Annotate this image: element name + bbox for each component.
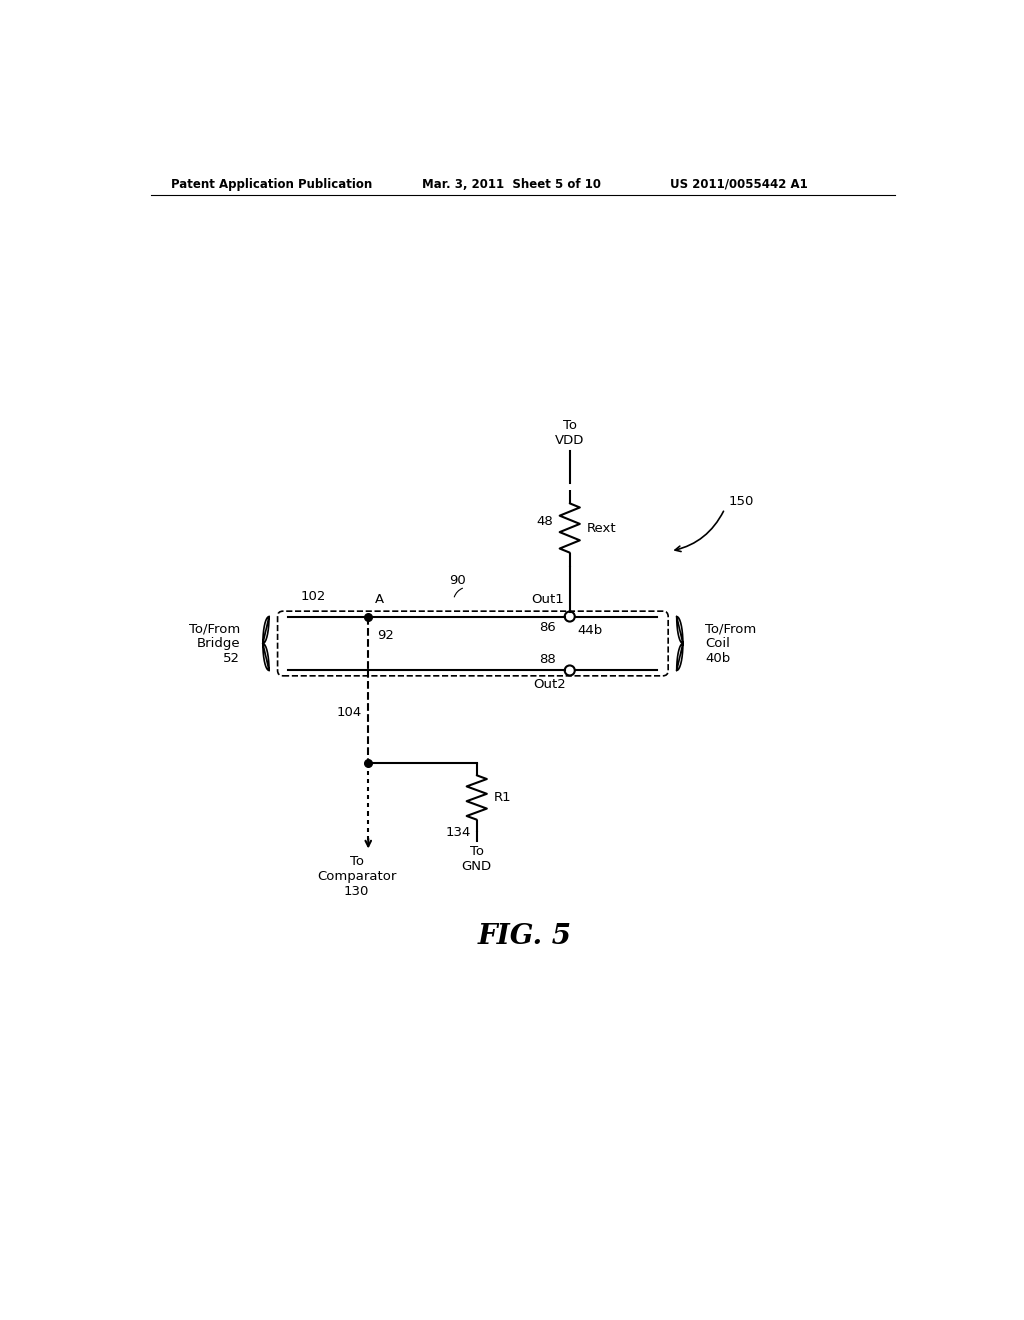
Text: Out1: Out1 [530, 593, 563, 606]
Text: 88: 88 [539, 653, 556, 665]
Text: To
Comparator
130: To Comparator 130 [317, 855, 396, 898]
Text: 44b: 44b [578, 624, 603, 638]
Text: 104: 104 [337, 706, 362, 719]
Text: To/From
Coil
40b: To/From Coil 40b [706, 622, 757, 665]
Text: Patent Application Publication: Patent Application Publication [171, 178, 372, 190]
Text: 150: 150 [729, 495, 754, 508]
Text: Rext: Rext [587, 521, 616, 535]
Text: To
VDD: To VDD [555, 420, 585, 447]
Text: US 2011/0055442 A1: US 2011/0055442 A1 [671, 178, 808, 190]
Text: 134: 134 [445, 826, 471, 840]
Text: 90: 90 [450, 574, 466, 587]
Text: Mar. 3, 2011  Sheet 5 of 10: Mar. 3, 2011 Sheet 5 of 10 [423, 178, 601, 190]
Text: A: A [375, 593, 384, 606]
Text: 102: 102 [300, 590, 326, 603]
Text: 48: 48 [536, 515, 553, 528]
Text: To/From
Bridge
52: To/From Bridge 52 [189, 622, 241, 665]
Text: Out2: Out2 [534, 678, 566, 692]
Text: R1: R1 [494, 791, 511, 804]
Text: 86: 86 [539, 622, 556, 634]
Text: 92: 92 [378, 630, 394, 643]
Text: FIG. 5: FIG. 5 [478, 923, 571, 949]
Text: To
GND: To GND [462, 845, 492, 874]
